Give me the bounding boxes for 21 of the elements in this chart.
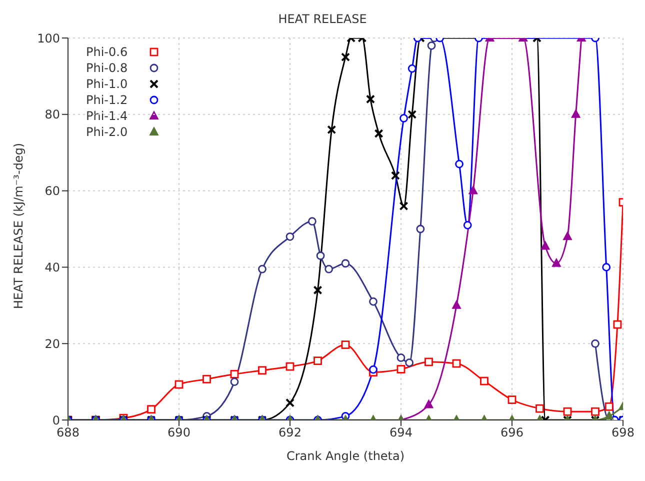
x-tick-label: 690: [168, 426, 190, 440]
y-tick-label: 80: [44, 108, 60, 122]
chart-title: HEAT RELEASE: [277, 11, 368, 28]
legend-label: Phi-0.6: [86, 45, 129, 59]
y-tick-label: 60: [44, 184, 60, 198]
legend-label: Phi-1.2: [86, 93, 129, 107]
x-tick-label: 696: [500, 426, 524, 440]
y-tick-label: 20: [44, 336, 60, 351]
legend-label: Phi-1.0: [86, 77, 129, 91]
y-tick-label: 0: [52, 413, 60, 428]
y-axis-title: HEAT RELEASE (kJ/m⁻³-deg): [11, 142, 26, 309]
x-tick-label: 694: [390, 426, 412, 440]
x-tick-label: 688: [56, 426, 80, 440]
y-tick-label: 100: [37, 31, 60, 46]
x-axis-title: Crank Angle (theta): [286, 449, 405, 463]
x-tick-label: 692: [278, 426, 302, 440]
x-tick-label: 698: [612, 426, 634, 440]
legend-label: Phi-0.8: [86, 61, 129, 75]
y-tick-label: 40: [44, 260, 60, 274]
legend-label: Phi-2.0: [86, 125, 129, 139]
legend-label: Phi-1.4: [86, 109, 129, 123]
